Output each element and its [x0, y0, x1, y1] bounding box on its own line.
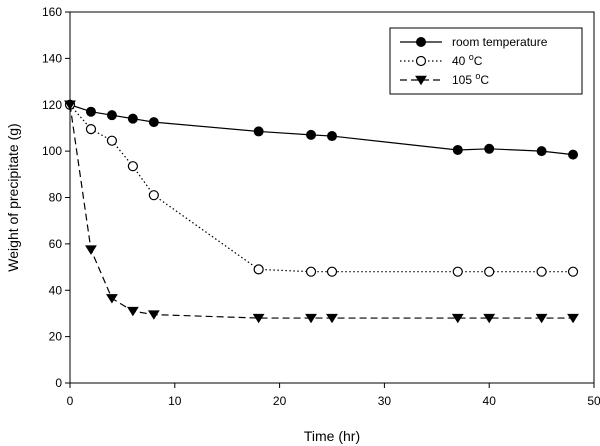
data-point [483, 313, 496, 324]
legend-item: 105 oC [400, 71, 489, 87]
data-point [568, 149, 579, 160]
series-line [69, 104, 574, 319]
data-point [106, 294, 118, 304]
y-tick-label: 100 [42, 144, 62, 158]
data-point [148, 117, 159, 128]
y-axis-title: Weight of precipitate (g) [5, 123, 21, 271]
x-tick-label: 0 [67, 394, 74, 408]
data-point [147, 310, 160, 320]
series-1 [65, 99, 579, 160]
series-layer [64, 99, 579, 324]
y-tick-label: 120 [42, 98, 62, 112]
legend-marker [416, 37, 426, 47]
data-point [126, 306, 139, 317]
x-tick-label: 10 [168, 394, 182, 408]
data-point [252, 313, 265, 324]
data-point [326, 313, 338, 324]
y-tick-label: 140 [42, 51, 62, 65]
x-axis-ticks: 0 10 20 30 40 50 [67, 383, 600, 408]
data-point [106, 135, 118, 146]
legend-item: room temperature [400, 35, 548, 49]
data-point [148, 190, 159, 201]
legend-item: 40 oC [400, 52, 483, 68]
data-point [535, 313, 548, 324]
y-tick-label: 60 [49, 237, 63, 251]
data-point [64, 100, 76, 110]
x-tick-label: 40 [483, 394, 497, 408]
data-point [484, 266, 495, 277]
data-point [567, 313, 579, 324]
data-point [253, 126, 264, 137]
data-point [85, 123, 97, 135]
series-3 [64, 100, 579, 324]
y-tick-label: 40 [49, 283, 63, 297]
legend-label: room temperature [452, 35, 548, 49]
data-point [326, 266, 338, 277]
data-point [85, 106, 96, 117]
data-point [452, 144, 463, 155]
data-point [327, 131, 337, 142]
data-point [253, 264, 264, 275]
data-point [484, 143, 495, 154]
x-tick-label: 50 [587, 394, 600, 408]
series-line [69, 104, 574, 273]
legend-label: 40 oC [452, 52, 483, 68]
data-point [536, 146, 547, 157]
data-point [305, 266, 317, 277]
x-tick-label: 20 [273, 394, 287, 408]
data-point [306, 129, 317, 140]
data-point [567, 266, 579, 277]
y-tick-label: 20 [49, 330, 63, 344]
data-point [451, 313, 464, 324]
series-2 [64, 99, 579, 277]
data-point [305, 313, 317, 324]
y-tick-label: 80 [49, 191, 63, 205]
data-point [106, 110, 117, 121]
data-point [85, 245, 97, 255]
y-tick-label: 160 [42, 5, 62, 19]
x-tick-label: 30 [378, 394, 392, 408]
x-axis-title: Time (hr) [304, 428, 360, 444]
legend: room temperature 40 oC 105 oC [389, 27, 583, 95]
data-point [536, 266, 547, 277]
legend-label: 105 oC [452, 71, 489, 87]
y-axis-ticks: 0 20 40 60 80 100 120 140 160 [42, 5, 70, 390]
data-point [127, 161, 138, 172]
legend-marker [415, 75, 427, 86]
data-point [127, 113, 138, 124]
legend-marker [415, 55, 427, 67]
y-tick-label: 0 [55, 376, 62, 390]
plot-frame [69, 11, 595, 384]
series-line [69, 104, 574, 156]
data-point [452, 266, 463, 277]
